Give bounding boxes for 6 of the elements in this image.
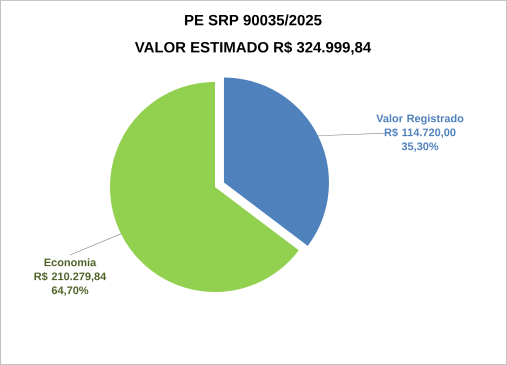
- slice-label: Economia: [44, 258, 96, 266]
- data-label: R$ 210.279,84 64,70%: [34, 272, 106, 296]
- slice-label: Valor Registrado: [376, 114, 464, 124]
- chart-title: PE SRP 90035/2025: [185, 14, 322, 26]
- data-label: R$ 114.720,00 35,30%: [384, 128, 456, 152]
- chart-subtitle: VALOR ESTIMADO R$ 324.999,84: [134, 41, 372, 55]
